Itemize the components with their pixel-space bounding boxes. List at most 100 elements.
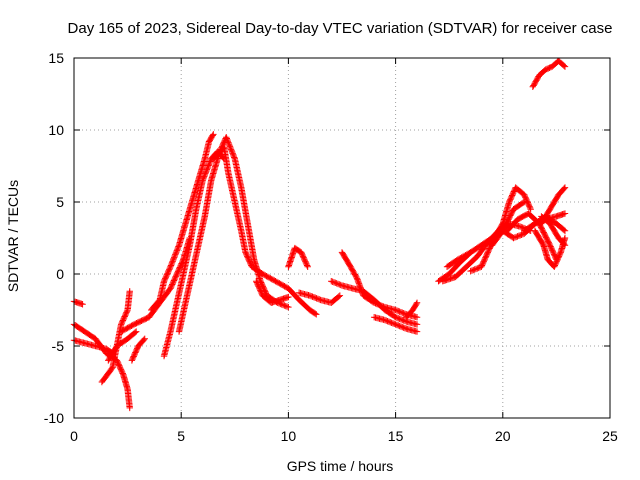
series-track-bb	[538, 213, 569, 249]
data-point	[561, 242, 569, 249]
data-point	[167, 263, 174, 270]
data-point	[385, 318, 393, 325]
x-tick-label: 20	[495, 428, 511, 444]
data-point	[310, 294, 318, 301]
x-tick-label: 10	[281, 428, 297, 444]
data-point	[370, 299, 378, 306]
data-point	[379, 302, 386, 310]
data-point	[168, 259, 176, 266]
data-point	[202, 170, 209, 177]
grid-lines	[74, 58, 610, 418]
data-point	[201, 173, 208, 180]
data-point	[126, 288, 133, 295]
data-point	[132, 328, 140, 335]
y-tick-label: 5	[56, 194, 64, 210]
data-point	[468, 267, 476, 274]
data-point	[199, 175, 207, 183]
data-point	[336, 281, 343, 288]
y-tick-label: -5	[52, 338, 65, 354]
data-point	[281, 302, 288, 309]
data-point	[561, 210, 569, 217]
data-point	[514, 233, 521, 240]
data-point	[279, 301, 287, 309]
data-point	[515, 232, 523, 240]
data-point	[169, 258, 176, 265]
data-point	[400, 324, 407, 331]
axis-ticks	[73, 57, 611, 419]
x-tick-label: 15	[388, 428, 404, 444]
data-point	[389, 320, 397, 327]
data-point	[381, 316, 389, 324]
x-tick-label: 5	[177, 428, 185, 444]
data-point	[561, 63, 569, 70]
data-point	[285, 303, 292, 311]
data-point	[467, 249, 474, 256]
data-point	[283, 303, 291, 310]
data-point	[393, 321, 401, 329]
data-point	[391, 320, 398, 328]
data-point	[383, 317, 390, 324]
data-point	[141, 335, 148, 342]
series-track-k	[210, 144, 320, 318]
data-point	[206, 158, 214, 165]
data-point	[335, 293, 342, 300]
data-point	[229, 150, 236, 157]
data-point	[399, 309, 406, 316]
data-point	[205, 162, 212, 169]
data-point	[401, 317, 409, 325]
data-point	[313, 311, 320, 318]
data-point	[282, 302, 289, 310]
data-point	[400, 317, 407, 324]
data-point	[202, 169, 210, 176]
data-point	[316, 296, 323, 303]
x-tick-labels: 0 5 10 15 20 25	[70, 428, 618, 444]
data-point	[560, 240, 568, 248]
data-point	[395, 307, 402, 315]
data-point	[392, 314, 399, 321]
series-track-g	[128, 335, 148, 364]
data-point	[527, 206, 534, 213]
data-point	[166, 264, 174, 272]
data-point	[561, 227, 569, 234]
data-point	[401, 324, 409, 332]
data-point	[336, 292, 344, 299]
data-point	[518, 231, 525, 238]
data-point	[227, 146, 235, 153]
y-tick-label: -10	[44, 410, 64, 426]
data-point	[303, 262, 311, 269]
data-point	[312, 294, 319, 301]
series-track-h	[147, 131, 217, 314]
data-point	[285, 293, 292, 301]
data-point	[396, 315, 403, 323]
data-point	[377, 302, 385, 309]
data-point	[210, 131, 217, 138]
data-point	[518, 223, 525, 231]
data-point	[224, 136, 231, 144]
data-point	[396, 308, 403, 315]
data-point	[561, 234, 569, 242]
series-track-r	[403, 299, 421, 321]
data-point	[393, 314, 401, 321]
data-point	[169, 256, 177, 264]
data-point	[203, 166, 211, 173]
data-point	[392, 321, 399, 328]
data-point	[174, 246, 181, 253]
series-track-l	[253, 278, 292, 306]
data-point	[225, 139, 232, 146]
data-point	[206, 159, 213, 167]
series-track-m	[285, 244, 311, 270]
data-point	[229, 151, 237, 158]
data-point	[307, 292, 315, 300]
data-point	[397, 316, 405, 323]
data-point	[472, 265, 480, 273]
data-point	[228, 148, 236, 156]
y-tick-labels: -10 -5 0 5 10 15	[44, 50, 64, 426]
data-point	[174, 244, 182, 252]
x-tick-label: 0	[70, 428, 78, 444]
data-point	[397, 308, 405, 316]
data-point	[399, 316, 406, 324]
data-point	[223, 135, 230, 142]
data-point	[312, 310, 319, 317]
data-point	[172, 250, 180, 257]
data-point	[392, 306, 399, 314]
